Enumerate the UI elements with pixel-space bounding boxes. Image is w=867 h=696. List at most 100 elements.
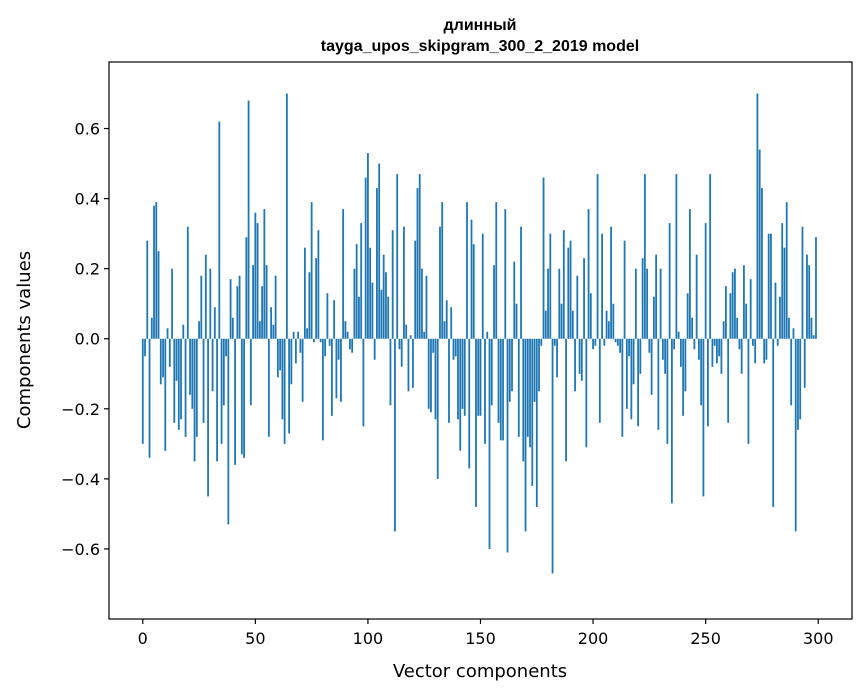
bar-46 — [245, 237, 248, 339]
bar-85 — [333, 300, 336, 339]
bar-106 — [380, 289, 383, 339]
bar-222 — [641, 258, 644, 339]
bar-178 — [542, 177, 545, 339]
bar-36 — [222, 338, 225, 406]
bar-2 — [146, 240, 149, 339]
bar-175 — [535, 338, 538, 507]
bar-186 — [560, 303, 563, 339]
x-tick-label-150: 150 — [465, 629, 496, 648]
bar-278 — [767, 233, 770, 339]
bar-211 — [616, 338, 619, 346]
bar-251 — [707, 338, 709, 427]
bar-249 — [702, 338, 705, 497]
bar-127 — [427, 338, 430, 409]
bar-160 — [502, 338, 504, 441]
bar-15 — [175, 338, 178, 381]
bar-56 — [267, 338, 270, 437]
bar-240 — [682, 338, 685, 416]
bar-239 — [679, 338, 682, 367]
bar-24 — [195, 338, 198, 437]
bar-213 — [621, 338, 624, 437]
y-axis-ticks: −0.6 −0.4 −0.2 0.0 0.2 0.4 0.6 — [61, 120, 109, 559]
bar-66 — [290, 338, 293, 385]
bar-229 — [657, 338, 660, 430]
bar-19 — [184, 338, 187, 437]
bar-173 — [531, 338, 534, 486]
bar-247 — [698, 338, 700, 360]
bar-196 — [583, 258, 585, 339]
bar-242 — [686, 293, 689, 339]
bar-258 — [722, 321, 725, 339]
bar-154 — [488, 338, 491, 549]
bar-183 — [553, 338, 556, 346]
bar-3 — [148, 338, 151, 458]
y-tick-label-6: 0.6 — [75, 120, 100, 139]
bar-62 — [281, 338, 284, 420]
bar-198 — [587, 209, 590, 339]
bar-269 — [747, 338, 750, 444]
bar-225 — [648, 338, 651, 353]
bar-125 — [423, 331, 426, 339]
bar-181 — [549, 233, 552, 339]
bar-121 — [414, 240, 417, 339]
bar-34 — [218, 121, 221, 339]
bar-259 — [725, 286, 727, 339]
bar-281 — [774, 282, 777, 339]
y-tick-label-5: 0.4 — [75, 190, 100, 209]
bar-8 — [159, 338, 162, 385]
bar-128 — [430, 338, 432, 413]
bar-96 — [358, 296, 360, 339]
bar-206 — [605, 310, 608, 339]
bar-67 — [292, 331, 295, 339]
bar-285 — [783, 247, 786, 339]
bar-26 — [200, 275, 203, 339]
bar-14 — [173, 338, 176, 423]
bar-35 — [220, 338, 223, 444]
bar-72 — [303, 247, 306, 339]
bar-100 — [367, 153, 369, 339]
bar-103 — [373, 338, 376, 360]
bar-187 — [562, 230, 565, 339]
bar-115 — [400, 338, 403, 367]
x-tick-label-100: 100 — [353, 629, 384, 648]
y-tick-label-0: −0.6 — [61, 540, 100, 559]
bar-289 — [792, 328, 795, 339]
bar-254 — [713, 338, 716, 346]
bar-5 — [153, 205, 155, 339]
bar-97 — [360, 223, 363, 339]
bar-164 — [511, 338, 513, 392]
bar-43 — [238, 275, 241, 339]
bar-172 — [529, 338, 531, 448]
bar-255 — [716, 338, 718, 364]
bar-124 — [421, 268, 423, 339]
bar-214 — [623, 240, 626, 339]
bar-159 — [499, 338, 502, 441]
plot-area-frame — [108, 61, 853, 620]
bar-110 — [389, 338, 392, 406]
bar-212 — [619, 338, 621, 353]
bar-37 — [225, 338, 227, 357]
bar-298 — [812, 335, 815, 339]
bar-41 — [234, 338, 236, 465]
bar-216 — [628, 338, 630, 357]
bar-179 — [544, 310, 547, 339]
bar-132 — [439, 226, 441, 339]
bar-73 — [306, 328, 309, 339]
bar-274 — [758, 149, 761, 339]
bar-157 — [495, 202, 498, 339]
bar-51 — [256, 223, 259, 339]
bar-171 — [526, 338, 529, 437]
bar-57 — [270, 307, 273, 339]
bar-215 — [625, 338, 628, 409]
bar-235 — [670, 338, 673, 504]
bar-71 — [301, 338, 304, 402]
bar-237 — [675, 174, 678, 339]
bar-86 — [335, 338, 338, 399]
bar-54 — [263, 209, 266, 339]
bar-139 — [454, 338, 457, 357]
bar-130 — [434, 338, 437, 420]
bar-123 — [418, 174, 421, 339]
x-tick-label-250: 250 — [690, 629, 721, 648]
bar-280 — [772, 338, 775, 507]
bar-75 — [310, 202, 313, 339]
